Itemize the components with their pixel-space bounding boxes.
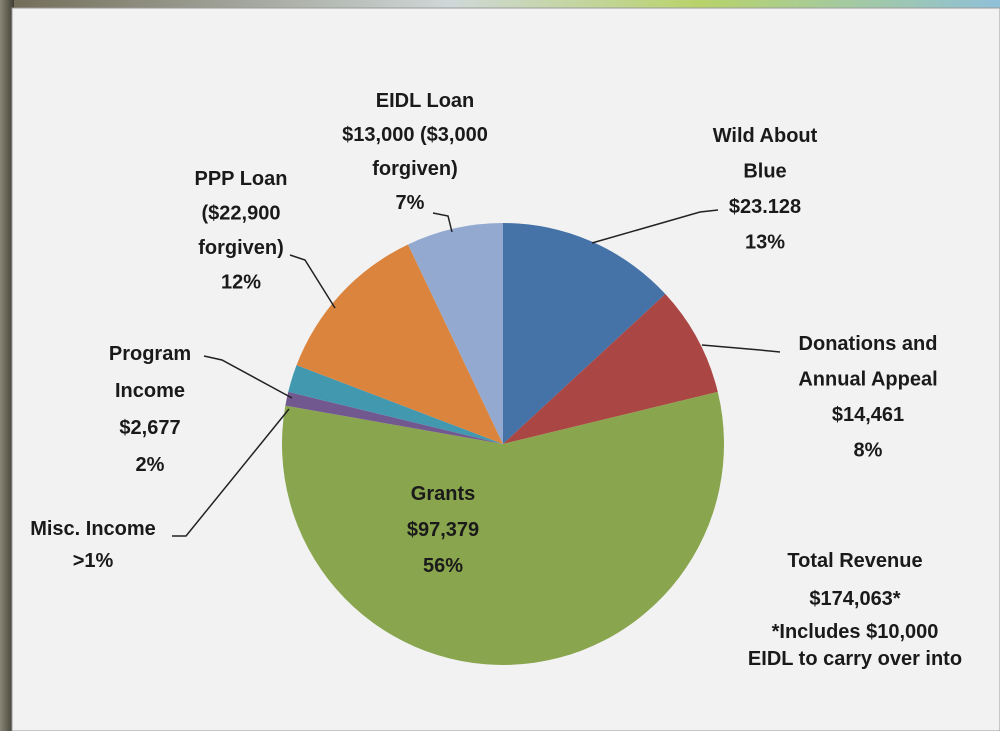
text-line: $23.128: [729, 196, 801, 218]
slice-detail: $2,677: [119, 417, 180, 439]
text-line: forgiven): [198, 237, 284, 259]
text-line: >1%: [73, 550, 114, 572]
text-line: $2,677: [119, 417, 180, 439]
text-line: EIDL to carry over into: [748, 648, 962, 670]
slice-percent: 8%: [854, 440, 883, 462]
slice-percent: >1%: [73, 550, 114, 572]
pie: [282, 223, 724, 665]
text-line: Income: [115, 380, 185, 402]
slice-percent: 56%: [423, 555, 463, 577]
leader-line: [289, 254, 336, 309]
slice-percent: 2%: [136, 454, 165, 476]
leader-line: [432, 212, 453, 233]
pie-slice: [288, 365, 503, 444]
leader-lines: [172, 209, 781, 537]
pie-slice: [503, 294, 718, 444]
slice-percent: 13%: [745, 232, 785, 254]
pie-slice: [503, 223, 666, 444]
slice-name: Donations and Annual Appeal: [798, 333, 937, 391]
text-line: $97,379: [407, 519, 479, 541]
text-line: 8%: [854, 440, 883, 462]
text-line: 2%: [136, 454, 165, 476]
text-line: $14,461: [832, 404, 904, 426]
slice-detail: $23.128: [729, 196, 801, 218]
background-strip: [0, 0, 14, 731]
text-line: ($22,900: [202, 203, 281, 225]
text-line: Annual Appeal: [798, 369, 937, 391]
background-strip: [0, 0, 1000, 10]
text-line: 12%: [221, 272, 261, 294]
text-line: $174,063*: [809, 588, 900, 610]
leader-line: [591, 209, 719, 244]
text-line: Misc. Income: [30, 518, 156, 540]
text-line: Grants: [411, 483, 475, 505]
text-line: 13%: [745, 232, 785, 254]
text-line: Donations and: [799, 333, 938, 355]
slice-detail: $97,379: [407, 519, 479, 541]
text-line: *Includes $10,000: [772, 621, 939, 643]
slice-percent: 7%: [396, 192, 425, 214]
text-line: Program: [109, 343, 191, 365]
total-title: Total Revenue: [787, 550, 922, 572]
slice-name: Wild About Blue: [713, 125, 818, 183]
footnote: *Includes $10,000 EIDL to carry over into: [748, 621, 962, 670]
pie-slice: [282, 391, 724, 665]
slice-name: Grants: [411, 483, 475, 505]
text-line: EIDL Loan: [376, 90, 475, 112]
leader-line: [203, 355, 293, 399]
pie-slice: [296, 244, 503, 444]
pie-slice: [408, 223, 503, 444]
slice-name: PPP Loan: [195, 168, 288, 190]
leader-line: [701, 344, 781, 353]
text-line: $13,000 ($3,000: [342, 124, 488, 146]
text-line: PPP Loan: [195, 168, 288, 190]
slice-percent: 12%: [221, 272, 261, 294]
pie-slice: [285, 391, 503, 444]
text-line: 7%: [396, 192, 425, 214]
slice-detail: ($22,900 forgiven): [198, 203, 284, 260]
slice-detail: $14,461: [832, 404, 904, 426]
slice-name: Misc. Income: [30, 518, 156, 540]
text-line: Total Revenue: [787, 550, 922, 572]
leader-line: [172, 408, 290, 537]
text-line: 56%: [423, 555, 463, 577]
total-value: $174,063*: [809, 588, 900, 610]
slice-name: EIDL Loan: [376, 90, 475, 112]
slice-name: Program Income: [109, 343, 191, 402]
text-line: Blue: [743, 161, 786, 183]
text-line: Wild About: [713, 125, 818, 147]
slice-detail: $13,000 ($3,000 forgiven): [342, 124, 488, 180]
text-line: forgiven): [372, 158, 458, 180]
